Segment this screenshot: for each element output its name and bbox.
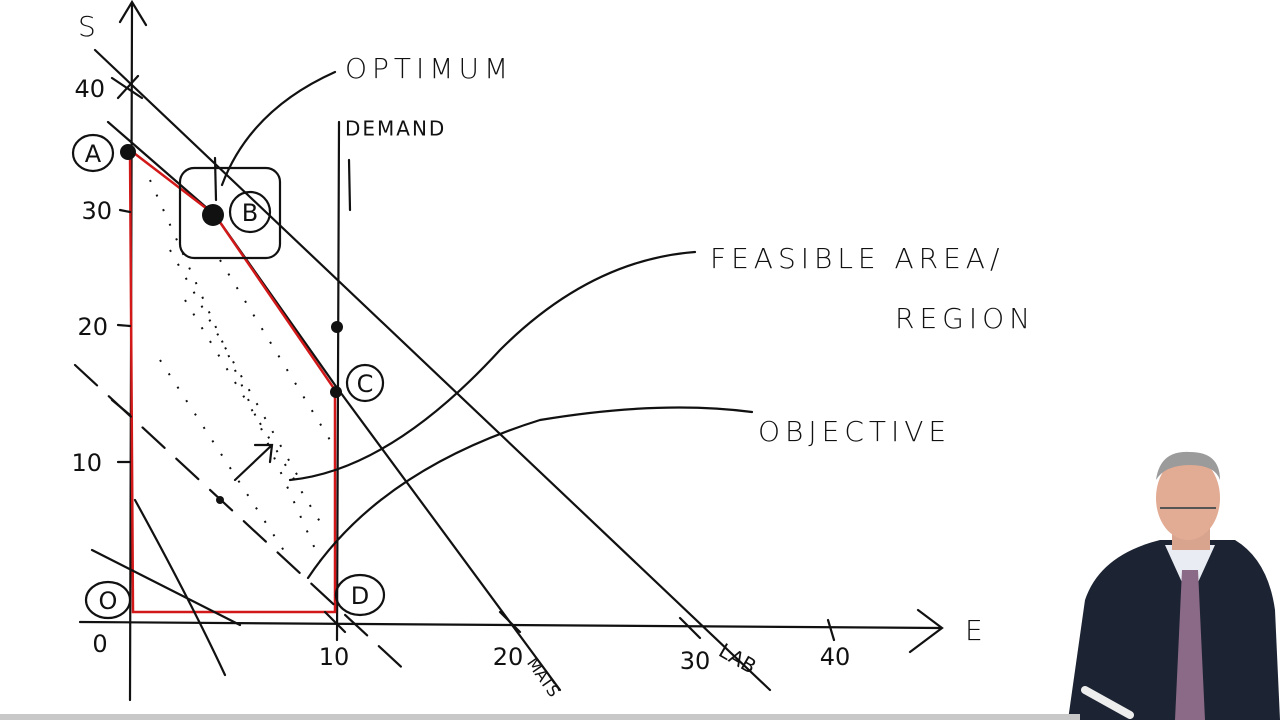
x-tick-label: 40: [820, 643, 851, 671]
y-tick-label: 20: [77, 313, 108, 341]
demand-mark: [347, 158, 352, 212]
y-axis-label: S: [78, 10, 101, 43]
feasible-callout: [288, 250, 697, 482]
x-tick-label: 30: [680, 647, 711, 675]
point-circle: [345, 363, 385, 403]
point-label: C: [357, 370, 374, 398]
feasible-region: [128, 147, 337, 614]
annotation: REGION: [895, 302, 1035, 335]
point-label: D: [351, 582, 369, 610]
tick-marks: [110, 74, 836, 642]
x-tick-label: 20: [493, 643, 524, 671]
board-edge: [0, 714, 1080, 720]
materials-line: [106, 120, 562, 692]
vertex: [120, 144, 136, 160]
vertex: [331, 321, 343, 333]
point-circle: [228, 190, 272, 234]
objective-line: [73, 363, 412, 677]
mark: [213, 156, 218, 202]
origin-label: 0: [92, 630, 107, 658]
region-dots: [149, 179, 331, 561]
point-circle: [84, 580, 132, 620]
vertex: [330, 386, 342, 398]
demand-label: DEMAND: [345, 117, 446, 141]
point-label: O: [99, 587, 118, 615]
vertex: [202, 204, 224, 226]
point-circle: [334, 573, 386, 617]
point: [216, 496, 224, 504]
annotation: OPTIMUM: [345, 52, 513, 85]
labour-line: [93, 48, 772, 692]
annotation: OBJECTIVE: [758, 415, 951, 448]
y-tick-label: 40: [74, 75, 105, 103]
point-circle: [71, 133, 115, 173]
x-axis-label: E: [965, 614, 988, 647]
demand-line: [335, 120, 341, 642]
y-tick-label: 10: [71, 449, 102, 477]
objective-callout: [306, 406, 754, 580]
point-label: A: [85, 140, 102, 168]
optimum-callout: [220, 70, 337, 187]
point-label: B: [242, 199, 258, 227]
y-tick-label: 30: [81, 197, 112, 225]
presenter: [1068, 451, 1280, 720]
extra-strokes: [90, 498, 242, 677]
objective-arrow: [233, 443, 274, 482]
x-axis: [78, 608, 944, 654]
annotation: FEASIBLE AREA/: [710, 242, 1004, 275]
x-tick-label: 10: [319, 643, 350, 671]
